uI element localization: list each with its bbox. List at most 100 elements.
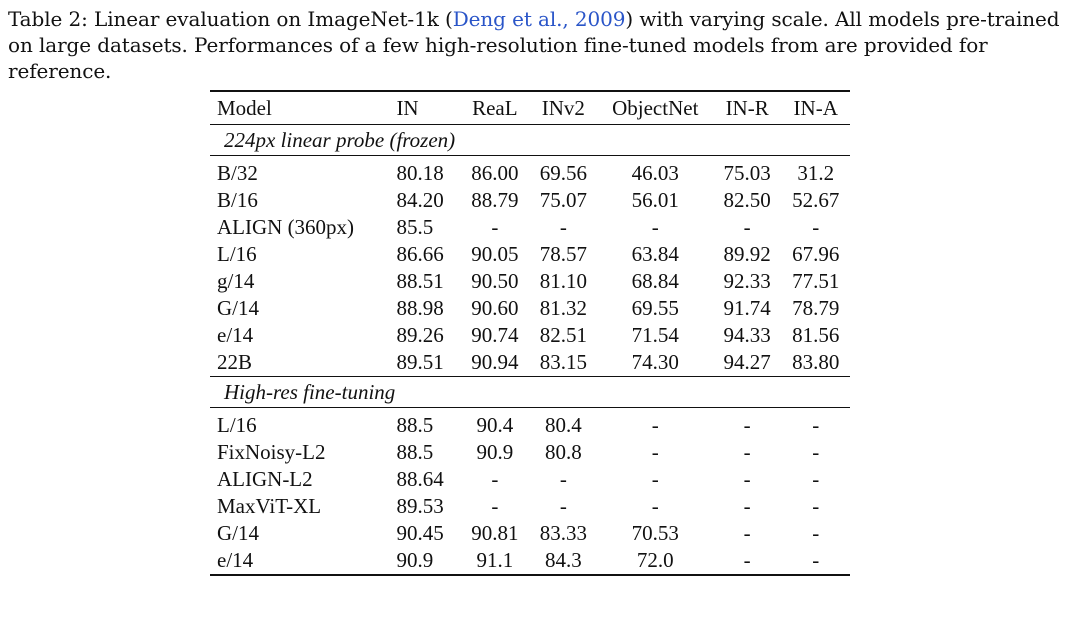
value-cell: -	[812, 413, 820, 437]
value-cell: 78.79	[792, 296, 840, 320]
value-cell: 56.01	[631, 188, 679, 212]
value-cell: -	[559, 494, 567, 518]
group-title: High-res fine-tuning	[210, 376, 850, 408]
value-cell: 90.9	[476, 440, 514, 464]
table-body: 224px linear probe (frozen) B/32 80.18 86.0…	[210, 124, 850, 576]
value-cell: 90.05	[471, 242, 519, 266]
value-cell: -	[651, 413, 659, 437]
model-cell: B/32	[217, 161, 258, 185]
value-cell: 90.74	[471, 323, 519, 347]
value-cell: -	[743, 413, 751, 437]
value-cell: 90.45	[396, 521, 444, 545]
model-cell: L/16	[217, 413, 257, 437]
value-cell: 67.96	[792, 242, 840, 266]
value-cell: -	[491, 494, 499, 518]
model-cell: e/14	[210, 547, 389, 576]
model-cell: e/14	[217, 323, 254, 347]
model-cell: MaxViT-XL	[217, 494, 322, 518]
value-cell: 88.5	[396, 413, 434, 437]
value-cell: 69.55	[631, 296, 679, 320]
value-cell: -	[812, 521, 820, 545]
value-cell: 84.3	[529, 547, 598, 576]
table-row: G/14 90.45 90.81 83.33 70.53 - -	[210, 520, 850, 547]
value-cell: 86.66	[396, 242, 444, 266]
value-cell: -	[651, 215, 659, 239]
table-row: ALIGN-L2 88.64 - - - - -	[210, 466, 850, 493]
group-header-row: 224px linear probe (frozen)	[210, 124, 850, 156]
value-cell: -	[781, 547, 850, 576]
value-cell: 78.57	[539, 242, 587, 266]
header-objectnet: ObjectNet	[612, 96, 699, 120]
group-title: 224px linear probe (frozen)	[210, 124, 850, 156]
value-cell: -	[491, 467, 499, 491]
value-cell: 71.54	[631, 323, 679, 347]
value-cell: -	[743, 467, 751, 491]
value-cell: 91.1	[460, 547, 530, 576]
value-cell: -	[812, 467, 820, 491]
table-row: 22B 89.51 90.94 83.15 74.30 94.27 83.80	[210, 349, 850, 377]
table-row: L/16 86.66 90.05 78.57 63.84 89.92 67.96	[210, 241, 850, 268]
value-cell: -	[559, 215, 567, 239]
value-cell: 72.0	[597, 547, 713, 576]
value-cell: 82.51	[539, 323, 587, 347]
value-cell: 94.33	[723, 323, 771, 347]
value-cell: 88.64	[396, 467, 444, 491]
value-cell: 83.33	[539, 521, 587, 545]
model-cell: G/14	[217, 296, 259, 320]
value-cell: -	[812, 215, 820, 239]
value-cell: 90.60	[471, 296, 519, 320]
value-cell: -	[491, 215, 499, 239]
table-caption: Table 2: Linear evaluation on ImageNet-1…	[8, 6, 1074, 84]
value-cell: -	[743, 215, 751, 239]
value-cell: 46.03	[631, 161, 679, 185]
value-cell: 89.51	[396, 350, 444, 374]
model-cell: G/14	[217, 521, 259, 545]
value-cell: 84.20	[396, 188, 444, 212]
header-inv2: INv2	[541, 96, 585, 120]
value-cell: -	[812, 494, 820, 518]
value-cell: 90.4	[476, 413, 514, 437]
table-row: B/32 80.18 86.00 69.56 46.03 75.03 31.2	[210, 156, 850, 188]
table-row: L/16 88.5 90.4 80.4 - - -	[210, 408, 850, 440]
value-cell: 83.80	[792, 350, 840, 374]
value-cell: 80.4	[544, 413, 582, 437]
value-cell: 77.51	[792, 269, 840, 293]
caption-prefix: Table 2: Linear evaluation on ImageNet-1…	[8, 7, 453, 31]
header-row: Model IN ReaL INv2 ObjectNet IN-R IN-A	[210, 91, 850, 125]
model-cell: 22B	[217, 350, 253, 374]
table-row: MaxViT-XL 89.53 - - - - -	[210, 493, 850, 520]
model-cell: B/16	[217, 188, 258, 212]
model-cell: g/14	[217, 269, 255, 293]
model-cell: FixNoisy-L2	[217, 440, 326, 464]
model-cell: ALIGN (360px)	[217, 215, 355, 239]
value-cell: 88.98	[396, 296, 444, 320]
value-cell: 81.10	[539, 269, 587, 293]
value-cell: -	[743, 521, 751, 545]
table-row: e/14 90.9 91.1 84.3 72.0- -	[210, 547, 850, 576]
model-cell: ALIGN-L2	[217, 467, 313, 491]
table-row: B/16 84.20 88.79 75.07 56.01 82.50 52.67	[210, 187, 850, 214]
header-model: Model	[217, 96, 272, 120]
value-cell: 88.51	[396, 269, 444, 293]
value-cell: -	[812, 440, 820, 464]
value-cell: -	[712, 547, 782, 576]
header-real: ReaL	[472, 96, 518, 120]
group-header-row: High-res fine-tuning	[210, 376, 850, 408]
value-cell: 80.8	[544, 440, 582, 464]
value-cell: 89.53	[396, 494, 444, 518]
value-cell: 90.94	[471, 350, 519, 374]
table-row: g/14 88.51 90.50 81.10 68.84 92.33 77.51	[210, 268, 850, 295]
caption-suffix: ) with varying scale. All models pre-tra…	[8, 7, 1060, 83]
table-row: ALIGN (360px) 85.5 - - - - -	[210, 214, 850, 241]
value-cell: -	[651, 494, 659, 518]
value-cell: 81.56	[792, 323, 840, 347]
header-in: IN	[396, 96, 419, 120]
value-cell: 63.84	[631, 242, 679, 266]
value-cell: -	[651, 467, 659, 491]
citation-link[interactable]: Deng et al., 2009	[452, 7, 626, 31]
value-cell: 90.9	[388, 547, 461, 576]
value-cell: 91.74	[723, 296, 771, 320]
header-in-a: IN-A	[793, 96, 838, 120]
value-cell: -	[743, 440, 751, 464]
value-cell: -	[651, 440, 659, 464]
